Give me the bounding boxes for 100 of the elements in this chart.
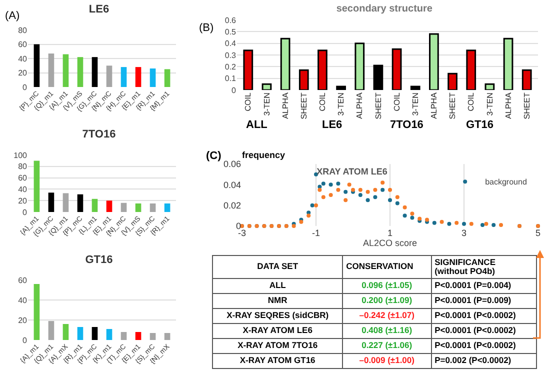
point <box>314 203 318 208</box>
x-tick-label: SHEET <box>374 92 383 120</box>
bar <box>34 44 40 87</box>
x-tick-label: SHEET <box>448 92 458 120</box>
bar <box>120 67 127 87</box>
x-tick-label: 1 <box>387 228 393 238</box>
y-tick-label: 0 <box>22 208 28 217</box>
y-tick-label: 0.2 <box>224 62 237 72</box>
y-tick-label: 0.02 <box>223 200 241 210</box>
text: (B) <box>199 22 214 34</box>
bar <box>243 50 254 90</box>
bar <box>62 193 69 212</box>
y-tick-label: 0 <box>22 82 28 92</box>
x-tick-label: 3-TEN <box>485 92 494 116</box>
y-tick-label: 20 <box>18 68 28 78</box>
bar <box>106 329 112 340</box>
x-tick-label: ALPHA <box>280 92 290 119</box>
y-tick-label: 0.06 <box>223 159 241 170</box>
bar <box>298 69 309 90</box>
bar <box>48 321 54 340</box>
text: X-RAY ATOM LE6 <box>212 323 343 338</box>
text: ALL <box>246 119 268 131</box>
point <box>306 214 311 218</box>
bar <box>280 38 290 90</box>
bar <box>92 327 98 340</box>
point <box>440 220 444 224</box>
text: 0.408 (±1.16) <box>342 323 432 338</box>
text: GT16 <box>466 119 494 131</box>
point <box>318 188 322 192</box>
bar <box>92 57 98 87</box>
text: X-RAY ATOM 7TO16 <box>212 338 343 354</box>
bar <box>318 50 328 90</box>
y-tick-label: 0.04 <box>223 180 241 190</box>
x-tick-label: -1 <box>312 228 320 238</box>
bar <box>466 50 476 90</box>
point <box>388 188 392 192</box>
chart-title: secondary structure <box>336 4 433 14</box>
point <box>395 195 400 200</box>
text: ALL <box>212 278 343 294</box>
bar <box>135 332 142 340</box>
y-tick-label: 60 <box>18 276 28 285</box>
text: (C) <box>206 150 222 162</box>
bar <box>503 38 514 90</box>
x-tick-label: 3-TEN <box>336 92 346 116</box>
chart-title: LE6 <box>88 4 110 16</box>
x-tick-label: 3-TEN <box>262 92 272 116</box>
x-tick-label: SHEET <box>299 92 308 120</box>
y-tick-label: 40 <box>18 185 28 194</box>
point <box>484 222 488 226</box>
bar <box>106 66 112 87</box>
bar <box>429 33 439 90</box>
y-tick-label: 0.3 <box>224 50 237 60</box>
bar <box>484 83 495 90</box>
point <box>321 195 326 200</box>
point <box>492 222 496 227</box>
x-tick-label: COIL <box>318 92 328 112</box>
point <box>310 203 314 208</box>
x-tick-label: COIL <box>244 92 253 112</box>
point <box>328 182 333 187</box>
point <box>469 222 474 226</box>
point <box>366 198 370 202</box>
chart-title: XRAY ATOM LE6 <box>316 166 388 177</box>
bar <box>48 192 54 212</box>
point <box>336 188 340 192</box>
bar <box>135 203 142 212</box>
bar <box>120 202 127 212</box>
text: 0.096 (±1.05) <box>342 278 432 294</box>
x-axis-title: AL2CO score <box>362 238 418 248</box>
y-tick-label: 40 <box>18 296 28 305</box>
bar <box>354 42 365 90</box>
bar <box>410 86 420 90</box>
text: P<0.0001 (P=0.009) <box>431 293 536 308</box>
y-tick-label: 80 <box>18 162 28 172</box>
x-tick-label: ALPHA <box>430 92 439 119</box>
point <box>358 188 362 192</box>
bar <box>135 67 142 87</box>
bar <box>77 57 84 87</box>
bar <box>120 332 127 340</box>
bar <box>522 69 532 90</box>
y-tick-label: 0.5 <box>224 27 237 36</box>
point <box>395 201 400 206</box>
x-tick-label: 3-TEN <box>410 92 420 116</box>
point <box>321 182 326 186</box>
point <box>347 182 352 187</box>
point <box>454 220 459 225</box>
bar <box>48 54 54 87</box>
text: P<0.0001 (P<0.0002) <box>431 338 536 354</box>
point <box>373 188 378 192</box>
text: (A) <box>5 10 20 22</box>
x-tick-label: SHEET <box>522 92 532 120</box>
x-tick-label: COIL <box>392 92 402 112</box>
bar <box>150 333 156 340</box>
point <box>410 216 414 220</box>
point <box>344 198 348 202</box>
bar <box>164 69 170 87</box>
y-tick-label: 0 <box>232 86 237 95</box>
point <box>480 222 484 227</box>
point <box>402 205 407 210</box>
chart-title: 7TO16 <box>82 128 116 141</box>
bar <box>164 333 170 340</box>
